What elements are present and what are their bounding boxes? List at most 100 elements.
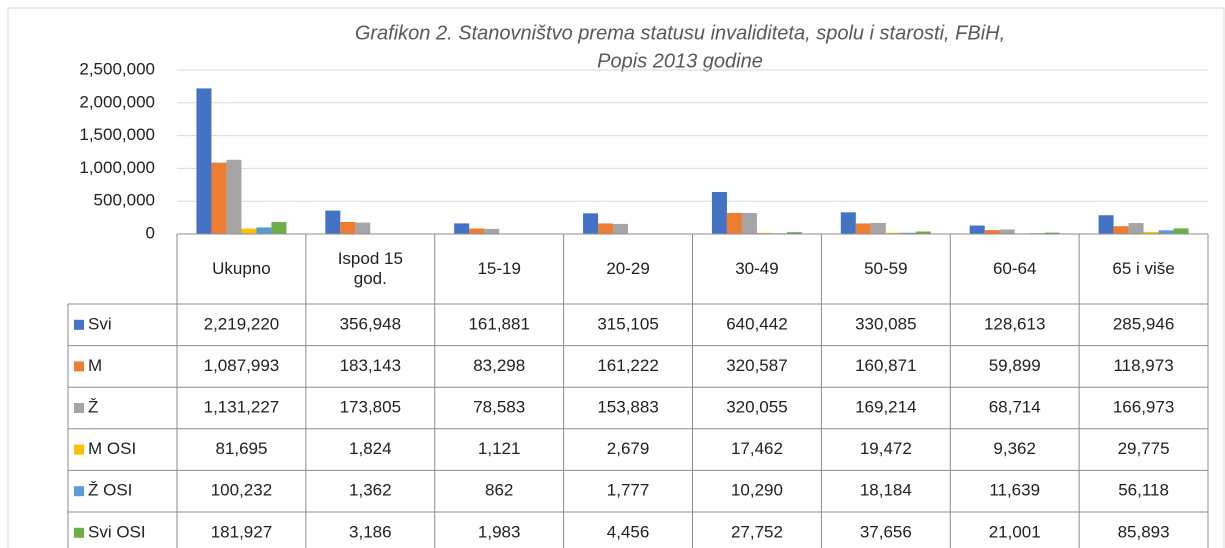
- x-tick-label-cell: 60-64: [992, 258, 1037, 278]
- bar: [756, 232, 772, 234]
- bar: [454, 223, 470, 234]
- bar: [999, 229, 1015, 234]
- table-value: 356,948: [340, 314, 401, 333]
- table-value: 17,462: [731, 439, 783, 458]
- bar: [1128, 223, 1144, 234]
- chart-title: Grafikon 2. Stanovništvo prema statusu i…: [355, 22, 1005, 44]
- table-value: 83,298: [473, 356, 525, 375]
- table-value: 1,777: [607, 481, 650, 500]
- legend-swatch: [74, 486, 84, 497]
- table-value: 29,775: [1118, 439, 1170, 458]
- bar: [211, 162, 227, 234]
- table-value: 27,752: [731, 522, 783, 541]
- bar: [885, 232, 901, 234]
- x-tick-label: 20-29: [606, 258, 650, 278]
- table-value: 285,946: [1113, 314, 1174, 333]
- table-value: 100,232: [211, 481, 272, 500]
- bar: [1173, 228, 1189, 234]
- x-tick-label-cell: 65 i više: [1112, 258, 1175, 278]
- legend-label: Ž OSI: [88, 481, 132, 500]
- table-value: 153,883: [597, 397, 658, 416]
- legend-swatch: [74, 361, 84, 372]
- legend-swatch: [74, 403, 84, 413]
- legend-label: M: [88, 356, 102, 375]
- bar: [1143, 232, 1159, 234]
- legend-label: Svi OSI: [88, 522, 146, 541]
- table-value: 2,679: [607, 439, 650, 458]
- table-value: 59,899: [989, 356, 1041, 375]
- table-value: 160,871: [855, 356, 916, 375]
- table-value: 161,881: [468, 314, 529, 333]
- chart-border: [7, 7, 1225, 548]
- bar: [741, 213, 757, 234]
- table-value: 161,222: [597, 356, 658, 375]
- y-tick-label: 2,500,000: [79, 59, 155, 78]
- bar: [469, 228, 485, 234]
- table-value: 3,186: [349, 522, 392, 541]
- table-value: 181,927: [211, 522, 272, 541]
- table-value: 9,362: [993, 439, 1036, 458]
- table-value: 166,973: [1113, 397, 1174, 416]
- table-value: 118,973: [1113, 356, 1173, 375]
- table-value: 18,184: [860, 481, 912, 500]
- legend-swatch: [74, 527, 84, 538]
- bar: [900, 232, 916, 234]
- y-tick-label: 1,500,000: [79, 125, 155, 144]
- x-tick-label: 15-19: [477, 258, 521, 278]
- table-value: 85,893: [1118, 522, 1170, 541]
- bar: [484, 228, 500, 234]
- table-value: 1,983: [478, 522, 521, 541]
- table-value: 2,219,220: [204, 314, 280, 333]
- table-value: 183,143: [340, 356, 401, 375]
- table-value: 862: [485, 481, 513, 500]
- bar: [226, 159, 242, 234]
- table-value: 1,824: [349, 439, 392, 458]
- legend-label: M OSI: [88, 439, 136, 458]
- y-tick-label: 2,000,000: [79, 92, 155, 111]
- bar: [870, 222, 886, 234]
- table-value: 173,805: [340, 397, 401, 416]
- bar: [241, 228, 257, 234]
- x-tick-label-cell: 30-49: [735, 259, 778, 278]
- bar: [726, 212, 742, 234]
- x-tick-label: 65 i više: [1112, 258, 1175, 278]
- x-tick-label: Ukupno: [212, 258, 271, 278]
- table-value: 78,583: [473, 397, 525, 416]
- table-value: 128,613: [984, 314, 1045, 333]
- bar: [613, 223, 629, 234]
- bar: [1098, 215, 1114, 234]
- bar: [340, 221, 356, 234]
- bar: [325, 210, 341, 234]
- legend-swatch: [74, 319, 84, 330]
- table-value: 640,442: [726, 314, 787, 333]
- y-tick-label: 500,000: [94, 191, 155, 210]
- table-value: 10,290: [731, 481, 783, 500]
- table-value: 1,121: [478, 439, 521, 458]
- table-value: 320,587: [726, 356, 787, 375]
- table-value: 37,656: [860, 522, 912, 541]
- table-value: 1,087,993: [204, 356, 280, 375]
- bar: [984, 230, 1000, 234]
- table-value: 330,085: [855, 314, 916, 333]
- bar: [786, 232, 802, 234]
- table-value: 56,118: [1118, 481, 1169, 500]
- x-tick-label-cell: 20-29: [606, 258, 650, 278]
- bar: [840, 212, 856, 234]
- table-value: 19,472: [860, 439, 912, 458]
- bar: [598, 223, 614, 234]
- bar: [969, 225, 985, 234]
- bar: [1044, 232, 1060, 234]
- x-tick-label: 60-64: [992, 258, 1037, 278]
- bar: [196, 88, 212, 235]
- bar: [915, 231, 931, 234]
- table-value: 1,362: [349, 481, 392, 500]
- legend-label: Ž: [88, 397, 98, 416]
- bar: [256, 227, 272, 234]
- bar: [855, 223, 871, 234]
- bar: [1113, 226, 1129, 234]
- table-value: 81,695: [215, 439, 267, 458]
- x-tick-label-cell: 50-59: [864, 259, 907, 278]
- legend-label: Svi: [88, 314, 112, 333]
- x-tick-label-cell: 15-19: [477, 258, 521, 278]
